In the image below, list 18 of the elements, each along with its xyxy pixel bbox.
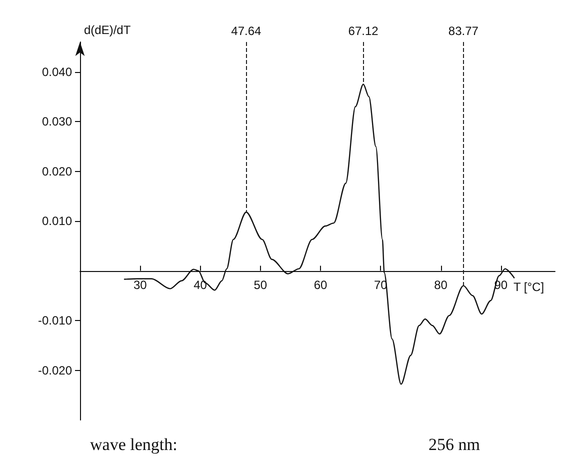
y-tick-label: 0.030 xyxy=(42,114,72,129)
ref-line-label: 67.12 xyxy=(348,24,379,38)
y-tick-label: 0.040 xyxy=(42,64,72,79)
text: 256 nm xyxy=(428,435,480,454)
x-tick-label: 60 xyxy=(314,278,328,292)
y-axis-title: d(dE)/dT xyxy=(84,23,132,37)
x-tick-label: 80 xyxy=(434,278,448,292)
y-tick-label: -0.010 xyxy=(38,314,72,328)
y-tick-label: 0.010 xyxy=(42,214,72,228)
ref-line-label: 47.64 xyxy=(231,24,262,38)
x-axis-title: T [°C] xyxy=(513,280,544,294)
ref-line-label: 83.77 xyxy=(448,24,479,38)
x-tick-label: 30 xyxy=(133,278,148,292)
text: wave length: xyxy=(90,435,178,454)
x-tick-label: 40 xyxy=(194,278,208,292)
x-tick-label: 50 xyxy=(254,278,268,292)
y-tick-label: -0.020 xyxy=(38,363,72,378)
y-tick-label: 0.020 xyxy=(42,164,72,178)
